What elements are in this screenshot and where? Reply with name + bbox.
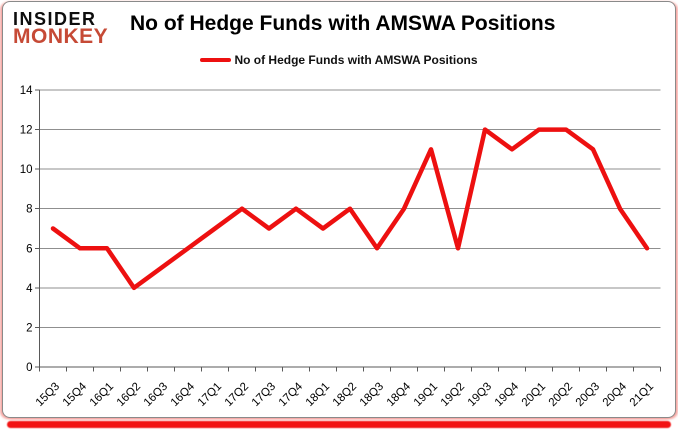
- x-axis-label: 16Q2: [115, 381, 143, 409]
- y-axis-label: 6: [26, 243, 32, 255]
- x-axis-label: 18Q4: [385, 380, 414, 409]
- x-axis-label: 19Q4: [493, 380, 522, 409]
- logo-text-monkey: MONKEY: [13, 25, 109, 48]
- chart-title: No of Hedge Funds with AMSWA Positions: [130, 12, 556, 35]
- x-axis-label: 21Q1: [628, 381, 656, 409]
- x-axis-label: 16Q1: [88, 381, 116, 409]
- legend-line-marker: [200, 57, 232, 63]
- data-series-line: [50, 127, 650, 291]
- x-axis-label: 17Q4: [277, 380, 306, 409]
- y-axis-label: 2: [26, 322, 32, 334]
- x-axis-label: 19Q2: [439, 381, 467, 409]
- legend: No of Hedge Funds with AMSWA Positions: [0, 53, 678, 67]
- x-axis-label: 20Q4: [601, 380, 630, 409]
- logo-text-insider: INSIDER: [13, 7, 97, 29]
- y-axis-label: 10: [20, 164, 33, 176]
- x-axis-label: 20Q2: [547, 381, 575, 409]
- x-axis-label: 16Q3: [142, 381, 170, 409]
- red-accent-bar: [7, 421, 671, 428]
- y-axis-label: 8: [26, 204, 32, 216]
- chart-card: [2, 1, 676, 418]
- x-axis-label: 18Q3: [358, 381, 386, 409]
- legend-label: No of Hedge Funds with AMSWA Positions: [234, 53, 478, 67]
- x-axis-label: 17Q3: [250, 381, 278, 409]
- x-axis-label: 15Q3: [34, 381, 62, 409]
- x-axis-label: 16Q4: [169, 380, 198, 409]
- x-axis-label: 19Q1: [412, 381, 440, 409]
- x-axis-label: 17Q1: [196, 381, 224, 409]
- x-axis-label: 18Q1: [304, 381, 332, 409]
- insider-monkey-logo: INSIDER MONKEY: [13, 9, 108, 47]
- x-axis-label: 15Q4: [61, 380, 90, 409]
- y-axis-label: 14: [20, 85, 33, 97]
- x-axis-label: 17Q2: [223, 381, 251, 409]
- x-axis-label: 18Q2: [331, 381, 359, 409]
- y-axis-label: 0: [26, 362, 32, 374]
- y-axis-label: 4: [26, 283, 33, 295]
- x-axis-label: 20Q1: [520, 381, 548, 409]
- x-axis-label: 19Q3: [466, 381, 494, 409]
- x-axis-label: 20Q3: [574, 381, 602, 409]
- y-axis-label: 12: [20, 125, 33, 137]
